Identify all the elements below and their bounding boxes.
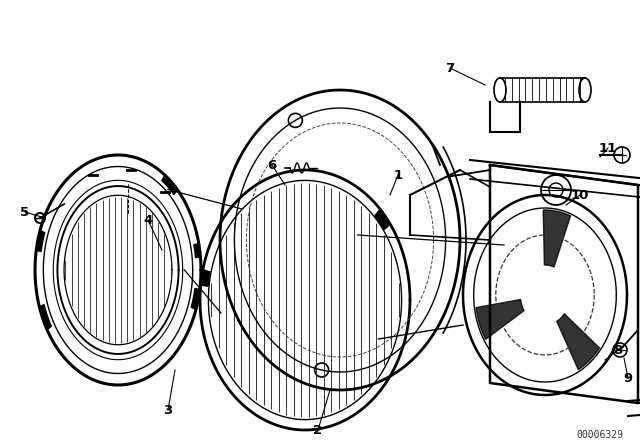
Polygon shape bbox=[162, 175, 177, 194]
Text: 11: 11 bbox=[599, 142, 617, 155]
Polygon shape bbox=[194, 243, 200, 258]
Polygon shape bbox=[557, 314, 600, 370]
Polygon shape bbox=[543, 210, 570, 267]
Text: 10: 10 bbox=[571, 189, 589, 202]
Text: 8: 8 bbox=[613, 344, 623, 357]
Polygon shape bbox=[201, 270, 210, 286]
Ellipse shape bbox=[579, 78, 591, 102]
Polygon shape bbox=[191, 289, 200, 310]
Polygon shape bbox=[40, 305, 51, 330]
Text: 00006329: 00006329 bbox=[577, 430, 623, 440]
Text: 4: 4 bbox=[143, 214, 152, 227]
Polygon shape bbox=[36, 230, 45, 251]
Text: 3: 3 bbox=[163, 404, 173, 417]
Text: 6: 6 bbox=[268, 159, 276, 172]
Text: 7: 7 bbox=[445, 61, 454, 74]
Text: 5: 5 bbox=[20, 206, 29, 219]
Polygon shape bbox=[375, 209, 390, 229]
Text: 1: 1 bbox=[394, 168, 403, 181]
Polygon shape bbox=[476, 299, 524, 340]
Text: 2: 2 bbox=[314, 423, 323, 436]
Text: 9: 9 bbox=[623, 371, 632, 384]
